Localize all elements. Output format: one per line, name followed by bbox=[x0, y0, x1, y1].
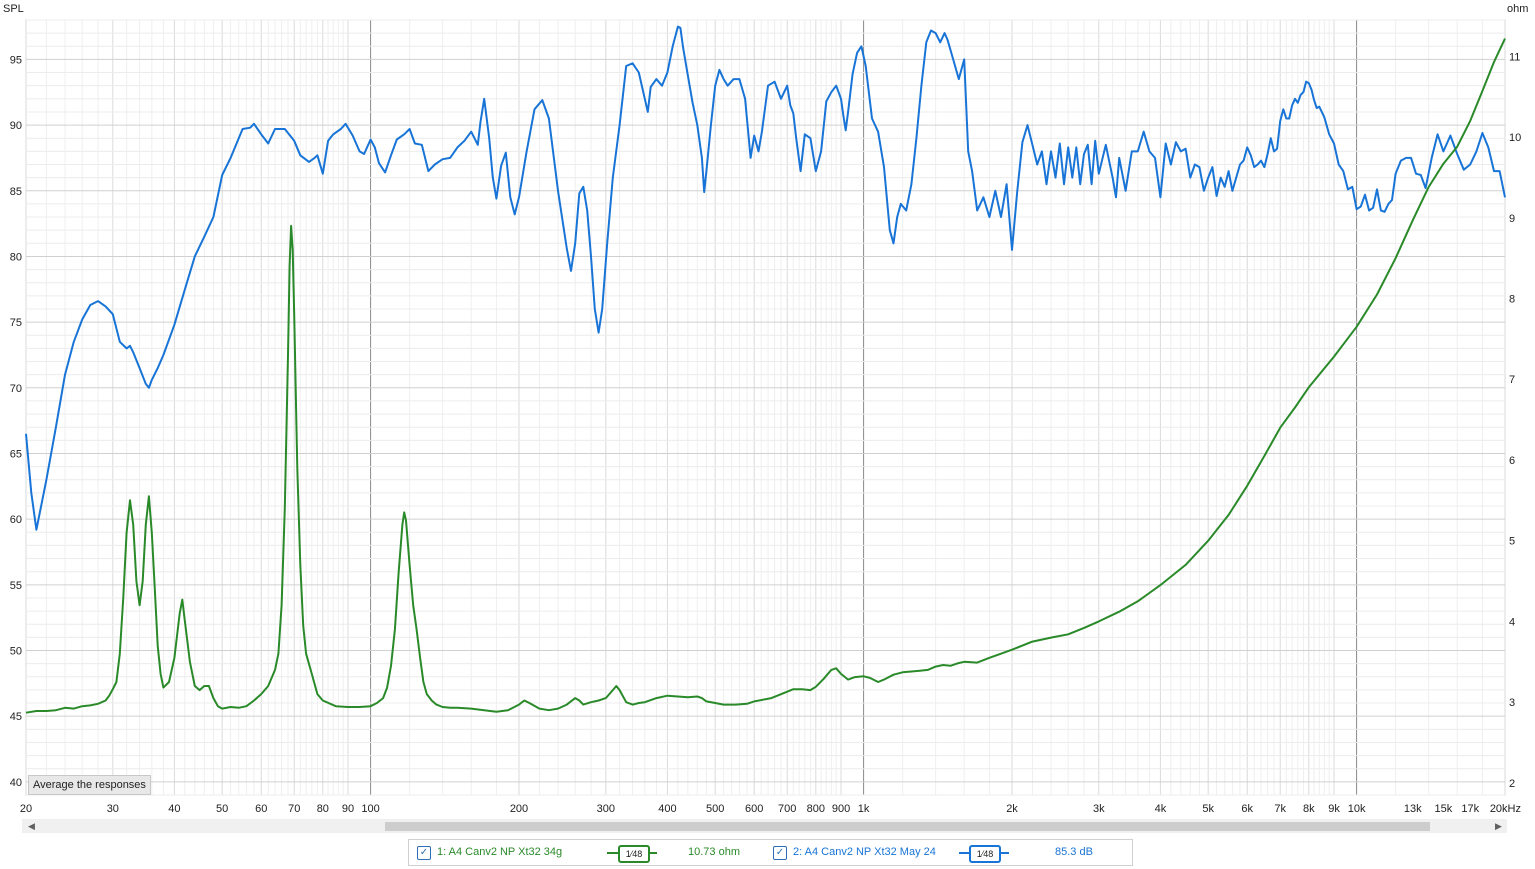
x-tick-label: 2k bbox=[1006, 803, 1018, 815]
x-tick-label: 800 bbox=[807, 803, 825, 815]
x-tick-label: 20kHz bbox=[1490, 803, 1521, 815]
y-right-tick-label: 3 bbox=[1509, 697, 1515, 709]
x-tick-label: 700 bbox=[778, 803, 796, 815]
impedance-series-line bbox=[25, 38, 1506, 714]
y-left-tick-label: 80 bbox=[10, 251, 22, 263]
x-tick-label: 80 bbox=[317, 803, 329, 815]
x-tick-label: 100 bbox=[361, 803, 379, 815]
x-tick-label: 200 bbox=[510, 803, 528, 815]
x-tick-label: 15k bbox=[1435, 803, 1453, 815]
scroll-right-icon[interactable]: ▶ bbox=[1495, 821, 1502, 831]
y-right-tick-label: 9 bbox=[1509, 213, 1515, 225]
x-tick-label: 30 bbox=[107, 803, 119, 815]
y-right-tick-label: 2 bbox=[1509, 778, 1515, 790]
y-left-tick-label: 45 bbox=[10, 711, 22, 723]
x-tick-label: 7k bbox=[1274, 803, 1286, 815]
x-tick-label: 90 bbox=[342, 803, 354, 815]
scrollbar-thumb[interactable] bbox=[385, 822, 1430, 831]
y-left-tick-label: 65 bbox=[10, 448, 22, 460]
x-tick-label: 70 bbox=[288, 803, 300, 815]
frequency-response-chart: 20 30 40 50 60 70 80 90 100 200 300 400 500 600 700 800… bbox=[3, 3, 1528, 815]
x-tick-label: 8k bbox=[1303, 803, 1315, 815]
x-tick-label: 400 bbox=[658, 803, 676, 815]
y-right-tick-label: 6 bbox=[1509, 455, 1515, 467]
x-tick-label: 900 bbox=[832, 803, 850, 815]
x-tick-label: 17k bbox=[1461, 803, 1479, 815]
x-tick-label: 4k bbox=[1155, 803, 1167, 815]
y-right-tick-label: 4 bbox=[1509, 616, 1515, 628]
legend-item-label: 2: A4 Canv2 NP Xt32 May 24 bbox=[793, 846, 936, 858]
y-left-tick-label: 90 bbox=[10, 120, 22, 132]
legend-item-value: 85.3 dB bbox=[1055, 846, 1093, 858]
legend-item-label: 1: A4 Canv2 NP Xt32 34g bbox=[437, 846, 563, 858]
x-tick-label: 40 bbox=[168, 803, 180, 815]
scroll-left-icon[interactable]: ◀ bbox=[28, 821, 35, 831]
smoothing-selector[interactable]: 1⁄48 bbox=[969, 845, 1001, 863]
y-left-tick-label: 85 bbox=[10, 186, 22, 198]
y-right-tick-label: 10 bbox=[1509, 132, 1521, 144]
spl-series-line bbox=[25, 25, 1506, 531]
y-right-tick-label: 11 bbox=[1509, 51, 1520, 63]
x-tick-label: 1k bbox=[858, 803, 870, 815]
y-left-tick-label: 75 bbox=[10, 317, 22, 329]
y-right-tick-label: 7 bbox=[1509, 374, 1515, 386]
smoothing-selector[interactable]: 1⁄48 bbox=[618, 845, 650, 863]
x-tick-label: 6k bbox=[1241, 803, 1253, 815]
x-tick-label: 13k bbox=[1404, 803, 1422, 815]
y-left-tick-label: 95 bbox=[10, 54, 22, 66]
y-right-tick-label: 8 bbox=[1509, 294, 1515, 306]
x-tick-label: 5k bbox=[1202, 803, 1214, 815]
x-tick-label: 10k bbox=[1348, 803, 1366, 815]
y-left-tick-label: 55 bbox=[10, 580, 22, 592]
y-left-tick-label: 40 bbox=[10, 777, 22, 789]
average-responses-button[interactable]: Average the responses bbox=[28, 775, 151, 795]
legend-panel: ✓ 1: A4 Canv2 NP Xt32 34g 1⁄48 10.73 ohm… bbox=[408, 839, 1133, 866]
x-tick-label: 9k bbox=[1328, 803, 1340, 815]
checkbox-icon[interactable]: ✓ bbox=[417, 846, 431, 860]
legend-item-value: 10.73 ohm bbox=[688, 846, 740, 858]
y-left-tick-label: 60 bbox=[10, 514, 22, 526]
x-tick-label: 3k bbox=[1093, 803, 1105, 815]
right-axis-label: ohm bbox=[1507, 3, 1528, 15]
checkbox-icon[interactable]: ✓ bbox=[773, 846, 787, 860]
left-axis-label: SPL bbox=[3, 3, 24, 15]
y-right-tick-label: 5 bbox=[1509, 536, 1515, 548]
x-tick-label: 60 bbox=[255, 803, 267, 815]
x-tick-label: 20 bbox=[20, 803, 32, 815]
x-tick-label: 600 bbox=[745, 803, 763, 815]
x-tick-label: 50 bbox=[216, 803, 228, 815]
y-left-tick-label: 50 bbox=[10, 646, 22, 658]
x-tick-label: 500 bbox=[706, 803, 724, 815]
y-left-tick-label: 70 bbox=[10, 383, 22, 395]
x-tick-label: 300 bbox=[597, 803, 615, 815]
